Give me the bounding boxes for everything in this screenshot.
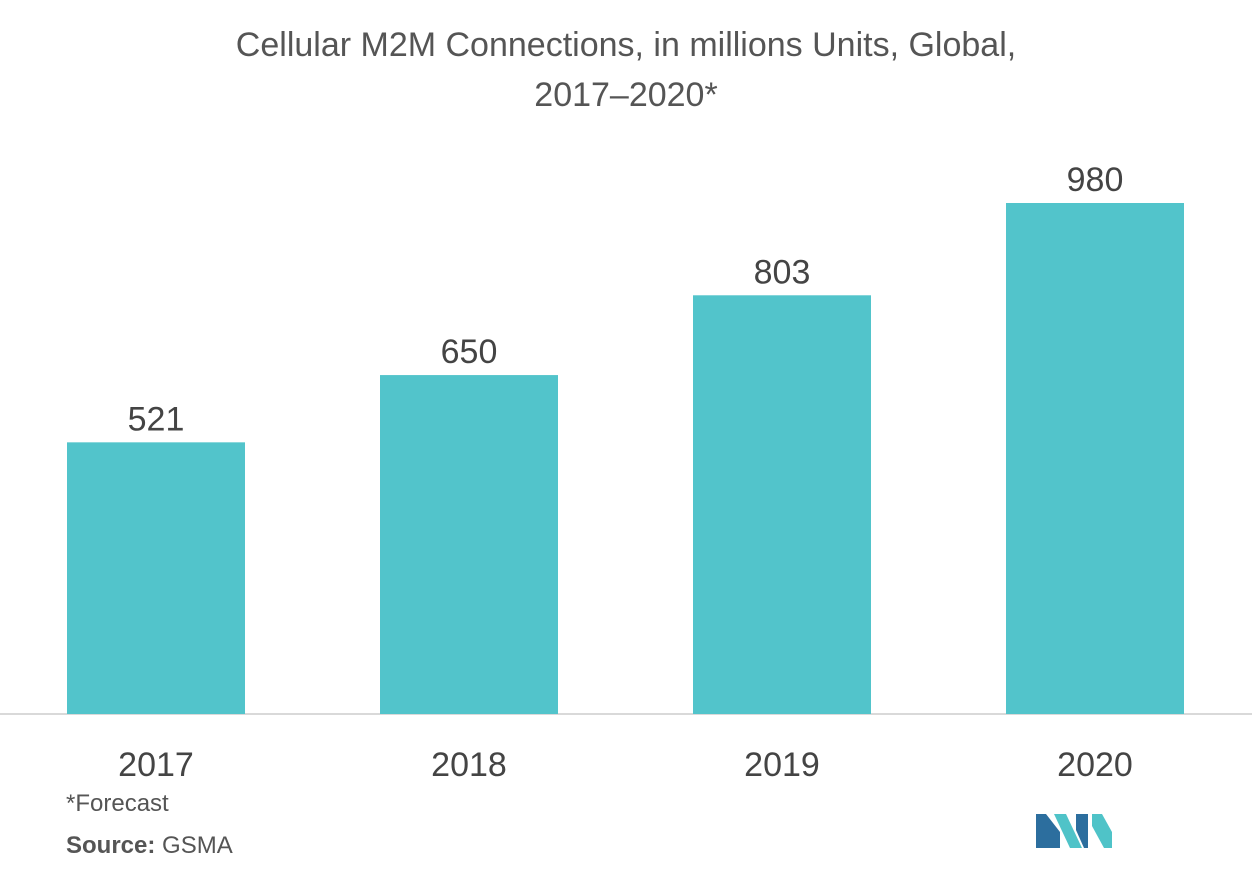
bar-2018: [380, 375, 558, 714]
bars-group: [67, 203, 1184, 714]
value-label-2020: 980: [1067, 161, 1124, 199]
value-labels-group: 521 650 803 980: [128, 161, 1124, 438]
value-label-2019: 803: [754, 253, 811, 291]
logo-shape-left: [1036, 814, 1060, 848]
forecast-footnote: *Forecast: [66, 790, 169, 817]
bar-chart: 521 650 803 980 2017 2018 2019 2020: [0, 161, 1252, 784]
bar-2017: [67, 442, 245, 714]
chart-title: Cellular M2M Connections, in millions Un…: [0, 20, 1252, 120]
x-tick-label-2020: 2020: [1057, 746, 1133, 784]
x-tick-labels-group: 2017 2018 2019 2020: [118, 746, 1133, 784]
source-label: Source:: [66, 832, 156, 859]
logo-shape-middle: [1054, 814, 1082, 848]
bar-2019: [693, 295, 871, 714]
logo-shape-right-a: [1076, 814, 1088, 848]
x-tick-label-2018: 2018: [431, 746, 507, 784]
source-note: Source: GSMA: [66, 832, 233, 860]
x-tick-label-2017: 2017: [118, 746, 194, 784]
x-tick-label-2019: 2019: [744, 746, 820, 784]
chart-title-line-2: 2017–2020*: [534, 76, 718, 114]
bar-2020: [1006, 203, 1184, 714]
chart-title-line-1: Cellular M2M Connections, in millions Un…: [235, 26, 1017, 64]
logo-shape-right-b: [1092, 814, 1112, 848]
source-value: GSMA: [155, 832, 233, 859]
brand-logo-icon: [1036, 814, 1112, 848]
value-label-2018: 650: [441, 333, 498, 371]
value-label-2017: 521: [128, 400, 185, 438]
